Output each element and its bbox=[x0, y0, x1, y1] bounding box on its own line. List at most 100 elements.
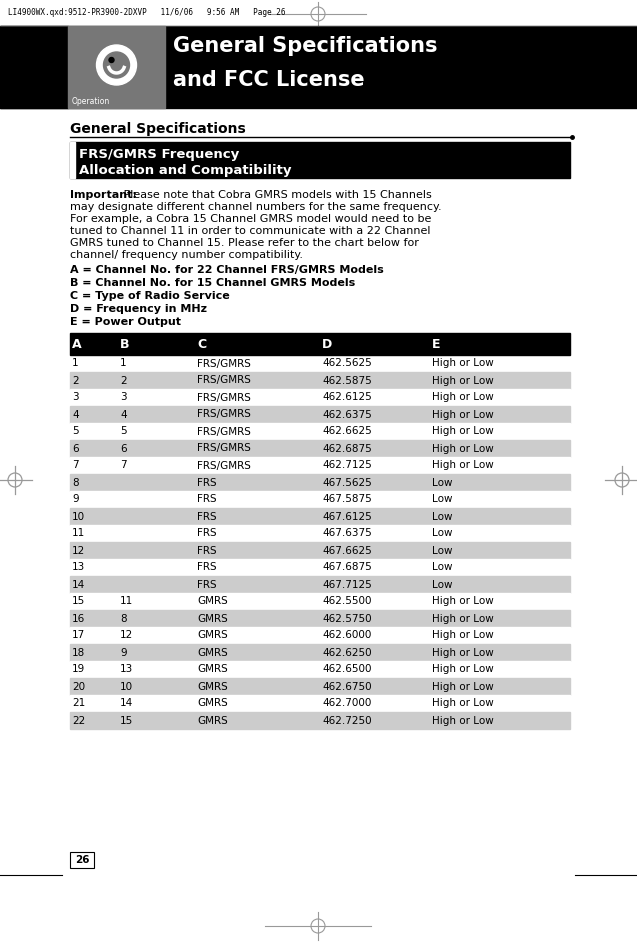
Text: channel/ frequency number compatibility.: channel/ frequency number compatibility. bbox=[70, 250, 303, 260]
Text: 14: 14 bbox=[120, 698, 133, 709]
Text: FRS/GMRS: FRS/GMRS bbox=[197, 409, 251, 420]
Text: 462.6000: 462.6000 bbox=[322, 631, 371, 640]
Text: C = Type of Radio Service: C = Type of Radio Service bbox=[70, 291, 230, 301]
Bar bbox=[70, 142, 75, 178]
Bar bbox=[68, 26, 165, 108]
Text: 1: 1 bbox=[72, 358, 78, 369]
Text: and FCC License: and FCC License bbox=[173, 70, 364, 90]
Text: 1: 1 bbox=[120, 358, 127, 369]
Text: 17: 17 bbox=[72, 631, 85, 640]
Text: tuned to Channel 11 in order to communicate with a 22 Channel: tuned to Channel 11 in order to communic… bbox=[70, 226, 431, 236]
Text: 5: 5 bbox=[120, 427, 127, 436]
Bar bbox=[70, 406, 570, 423]
Text: A = Channel No. for 22 Channel FRS/GMRS Models: A = Channel No. for 22 Channel FRS/GMRS … bbox=[70, 265, 383, 275]
Text: E: E bbox=[432, 337, 441, 351]
Bar bbox=[70, 440, 570, 457]
Text: High or Low: High or Low bbox=[432, 461, 494, 470]
Text: 467.5875: 467.5875 bbox=[322, 495, 372, 504]
Text: High or Low: High or Low bbox=[432, 648, 494, 657]
Text: Low: Low bbox=[432, 562, 452, 573]
Text: High or Low: High or Low bbox=[432, 358, 494, 369]
Text: 11: 11 bbox=[120, 597, 133, 606]
Bar bbox=[70, 491, 570, 508]
Bar bbox=[0, 26, 68, 108]
Text: High or Low: High or Low bbox=[432, 715, 494, 726]
Text: FRS: FRS bbox=[197, 562, 217, 573]
Circle shape bbox=[103, 52, 129, 78]
Bar bbox=[70, 542, 570, 559]
Bar bbox=[70, 644, 570, 661]
Text: 2: 2 bbox=[72, 375, 78, 386]
Bar bbox=[70, 661, 570, 678]
Bar bbox=[70, 695, 570, 712]
Bar bbox=[70, 610, 570, 627]
Text: 462.6625: 462.6625 bbox=[322, 427, 372, 436]
Bar bbox=[70, 712, 570, 729]
Text: FRS: FRS bbox=[197, 580, 217, 590]
Text: High or Low: High or Low bbox=[432, 681, 494, 692]
Text: High or Low: High or Low bbox=[432, 375, 494, 386]
Text: 462.5875: 462.5875 bbox=[322, 375, 372, 386]
Text: Low: Low bbox=[432, 528, 452, 539]
Text: 14: 14 bbox=[72, 580, 85, 590]
Text: 2: 2 bbox=[120, 375, 127, 386]
Text: GMRS: GMRS bbox=[197, 664, 228, 674]
Text: E = Power Output: E = Power Output bbox=[70, 317, 181, 327]
Text: 4: 4 bbox=[120, 409, 127, 420]
Text: 462.6875: 462.6875 bbox=[322, 444, 372, 453]
Text: 20: 20 bbox=[72, 681, 85, 692]
Bar bbox=[70, 457, 570, 474]
Text: 462.6375: 462.6375 bbox=[322, 409, 372, 420]
Text: 21: 21 bbox=[72, 698, 85, 709]
Text: FRS: FRS bbox=[197, 528, 217, 539]
Text: Low: Low bbox=[432, 545, 452, 556]
Text: 15: 15 bbox=[72, 597, 85, 606]
Text: FRS/GMRS: FRS/GMRS bbox=[197, 444, 251, 453]
Bar bbox=[70, 852, 94, 868]
Text: Please note that Cobra GMRS models with 15 Channels: Please note that Cobra GMRS models with … bbox=[120, 190, 432, 200]
Text: FRS: FRS bbox=[197, 545, 217, 556]
Text: High or Low: High or Low bbox=[432, 427, 494, 436]
Text: 462.6250: 462.6250 bbox=[322, 648, 371, 657]
Text: 12: 12 bbox=[72, 545, 85, 556]
Text: For example, a Cobra 15 Channel GMRS model would need to be: For example, a Cobra 15 Channel GMRS mod… bbox=[70, 214, 431, 224]
Bar bbox=[70, 525, 570, 542]
Text: D: D bbox=[322, 337, 333, 351]
Bar bbox=[70, 559, 570, 576]
Text: Important:: Important: bbox=[70, 190, 137, 200]
Text: Low: Low bbox=[432, 478, 452, 487]
Bar bbox=[70, 372, 570, 389]
Text: High or Low: High or Low bbox=[432, 698, 494, 709]
Text: B = Channel No. for 15 Channel GMRS Models: B = Channel No. for 15 Channel GMRS Mode… bbox=[70, 278, 355, 288]
Text: Low: Low bbox=[432, 511, 452, 522]
Bar bbox=[70, 355, 570, 372]
Text: C: C bbox=[197, 337, 206, 351]
Text: GMRS: GMRS bbox=[197, 698, 228, 709]
Text: GMRS: GMRS bbox=[197, 715, 228, 726]
Text: 462.5625: 462.5625 bbox=[322, 358, 372, 369]
Text: 22: 22 bbox=[72, 715, 85, 726]
Text: 3: 3 bbox=[120, 392, 127, 403]
Text: GMRS tuned to Channel 15. Please refer to the chart below for: GMRS tuned to Channel 15. Please refer t… bbox=[70, 238, 419, 248]
Text: 5: 5 bbox=[72, 427, 78, 436]
Text: High or Low: High or Low bbox=[432, 664, 494, 674]
Text: 467.6375: 467.6375 bbox=[322, 528, 372, 539]
Text: 13: 13 bbox=[72, 562, 85, 573]
Text: 12: 12 bbox=[120, 631, 133, 640]
Text: D = Frequency in MHz: D = Frequency in MHz bbox=[70, 304, 207, 314]
Text: FRS: FRS bbox=[197, 511, 217, 522]
Text: 467.6625: 467.6625 bbox=[322, 545, 372, 556]
Text: 11: 11 bbox=[72, 528, 85, 539]
Text: 462.7250: 462.7250 bbox=[322, 715, 371, 726]
Bar bbox=[0, 26, 637, 108]
Text: 6: 6 bbox=[72, 444, 78, 453]
Bar bbox=[70, 474, 570, 491]
Text: High or Low: High or Low bbox=[432, 392, 494, 403]
Text: 10: 10 bbox=[120, 681, 133, 692]
Text: High or Low: High or Low bbox=[432, 614, 494, 623]
Text: 467.7125: 467.7125 bbox=[322, 580, 372, 590]
Text: 462.7125: 462.7125 bbox=[322, 461, 372, 470]
Text: B: B bbox=[120, 337, 129, 351]
Text: Low: Low bbox=[432, 495, 452, 504]
Text: FRS/GMRS: FRS/GMRS bbox=[197, 358, 251, 369]
